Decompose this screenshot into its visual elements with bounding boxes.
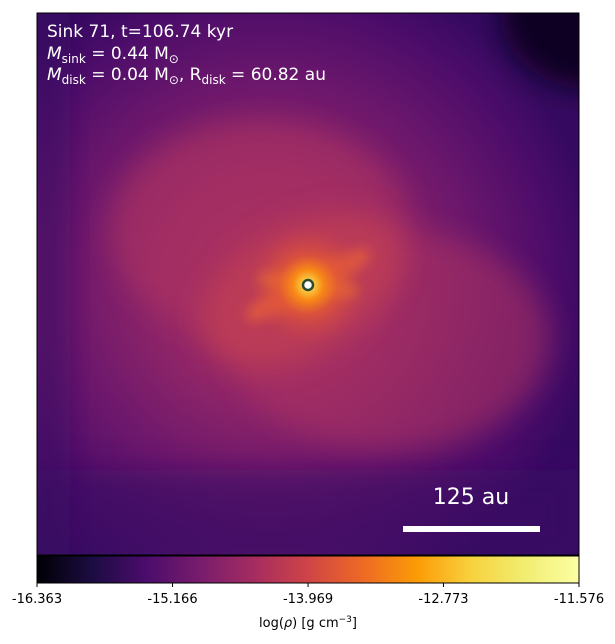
colorbar-label: log(ρ) [g cm−3] — [259, 615, 357, 631]
scale-bar-label: 125 au — [433, 485, 509, 510]
colorbar-tick-label: -12.773 — [418, 592, 468, 607]
colorbar-tick-label: -16.363 — [12, 592, 62, 607]
colorbar-ticks: -16.363 -15.166 -13.969 -12.773 -11.576 — [12, 583, 604, 607]
colorbar-tick-label: -15.166 — [147, 592, 197, 607]
sink-mass-annotation: Msink = 0.44 M⊙ — [47, 44, 179, 66]
title-annotation: Sink 71, t=106.74 kyr — [47, 22, 233, 42]
colorbar-tick-label: -11.576 — [554, 592, 604, 607]
plot-frame — [36, 12, 580, 556]
colorbar — [36, 555, 580, 584]
sink-marker — [301, 278, 315, 292]
disk-annotation: Mdisk = 0.04 M⊙, Rdisk = 60.82 au — [47, 65, 326, 87]
scale-bar — [403, 526, 540, 532]
colorbar-tick-label: -13.969 — [283, 592, 333, 607]
